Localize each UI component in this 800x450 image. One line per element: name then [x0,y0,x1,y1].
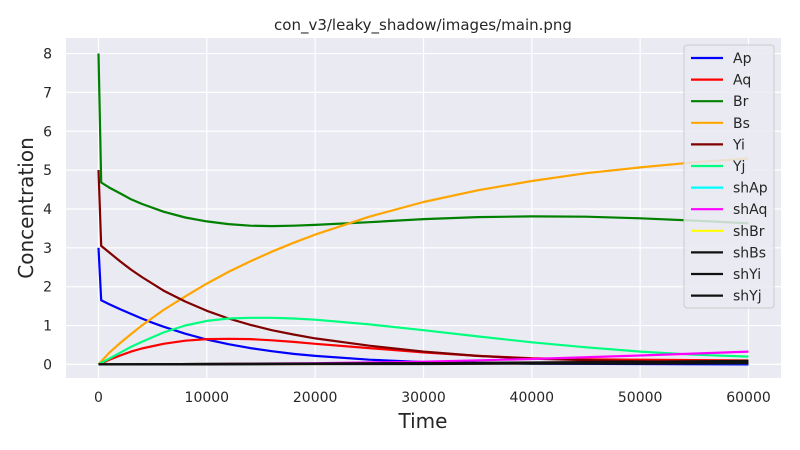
legend-label: Br [733,94,749,110]
y-tick-label: 5 [43,163,52,179]
legend-label: Aq [733,73,751,89]
series-line-br [97,53,749,228]
legend-box [683,44,775,309]
y-tick-label: 6 [43,124,52,140]
x-tick-label: 10000 [185,390,230,406]
series-line-yi [97,170,749,364]
y-tick-label: 4 [43,202,52,218]
y-axis-title: Concentration [14,137,38,278]
series-line-bs [97,157,749,366]
x-tick-label: 60000 [726,390,771,406]
x-tick-label: 30000 [401,390,446,406]
legend-label: Bs [733,116,750,132]
y-tick-label: 1 [43,319,52,335]
x-tick-labels: 0 10000 20000 30000 40000 50000 60000 [94,390,771,406]
legend-label: Ap [733,51,752,67]
x-tick-label: 40000 [510,390,555,406]
x-tick-label: 20000 [293,390,338,406]
legend-label: shYi [733,267,761,283]
series-line-shyj [98,362,749,366]
y-tick-label: 0 [43,357,52,373]
legend-label: shAp [733,181,768,197]
y-tick-label: 7 [43,85,52,101]
series-lines [97,53,749,366]
y-tick-label: 2 [43,280,52,296]
x-tick-label: 50000 [618,390,663,406]
legend-label: Yj [732,159,745,175]
legend-label: shBr [733,224,765,240]
series-line-yj [97,316,749,366]
x-tick-label: 0 [94,390,103,406]
legend-label: shAq [733,202,767,218]
legend-label: shYj [733,289,762,305]
chart-title: con_v3/leaky_shadow/images/main.png [274,16,572,35]
x-axis-title: Time [398,409,448,433]
y-tick-label: 3 [43,241,52,257]
legend-label: shBs [733,245,766,261]
y-tick-label: 8 [43,47,52,63]
y-tick-labels: 0 1 2 3 4 5 6 7 8 [43,47,52,374]
legend-label: Yi [732,137,745,153]
legend: Ap Aq Br Bs Yi Yj shAp shAq shBr shBs shYi shYj [683,44,775,309]
